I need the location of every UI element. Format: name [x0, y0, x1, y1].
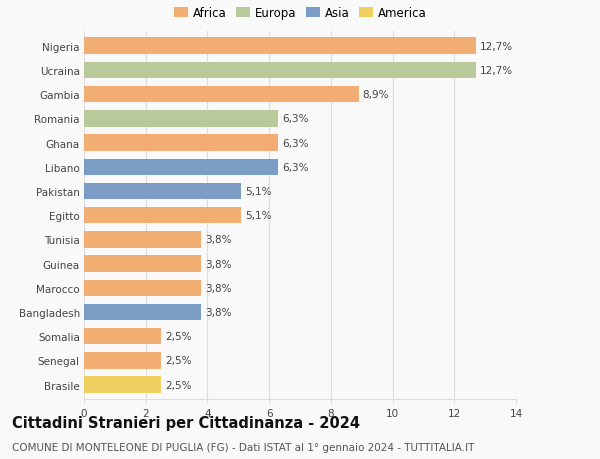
Bar	[84, 232, 201, 248]
Legend: Africa, Europa, Asia, America: Africa, Europa, Asia, America	[172, 5, 428, 22]
Text: 12,7%: 12,7%	[479, 66, 513, 76]
Text: 12,7%: 12,7%	[479, 42, 513, 51]
Text: 2,5%: 2,5%	[165, 356, 191, 366]
Bar	[84, 39, 476, 55]
Text: 3,8%: 3,8%	[205, 283, 232, 293]
Bar	[84, 183, 241, 200]
Bar	[84, 62, 476, 79]
Text: 2,5%: 2,5%	[165, 331, 191, 341]
Bar	[84, 280, 201, 297]
Text: 8,9%: 8,9%	[362, 90, 389, 100]
Bar	[84, 135, 278, 151]
Text: 3,8%: 3,8%	[205, 308, 232, 317]
Bar	[84, 304, 201, 320]
Bar	[84, 328, 161, 345]
Bar	[84, 87, 359, 103]
Text: 6,3%: 6,3%	[282, 138, 308, 148]
Text: COMUNE DI MONTELEONE DI PUGLIA (FG) - Dati ISTAT al 1° gennaio 2024 - TUTTITALIA: COMUNE DI MONTELEONE DI PUGLIA (FG) - Da…	[12, 442, 475, 452]
Text: 6,3%: 6,3%	[282, 114, 308, 124]
Bar	[84, 111, 278, 127]
Bar	[84, 256, 201, 272]
Bar	[84, 207, 241, 224]
Text: 6,3%: 6,3%	[282, 162, 308, 173]
Bar	[84, 353, 161, 369]
Bar	[84, 377, 161, 393]
Bar	[84, 159, 278, 176]
Text: 2,5%: 2,5%	[165, 380, 191, 390]
Text: 3,8%: 3,8%	[205, 235, 232, 245]
Text: 5,1%: 5,1%	[245, 186, 272, 196]
Text: 3,8%: 3,8%	[205, 259, 232, 269]
Text: 5,1%: 5,1%	[245, 211, 272, 221]
Text: Cittadini Stranieri per Cittadinanza - 2024: Cittadini Stranieri per Cittadinanza - 2…	[12, 415, 360, 431]
